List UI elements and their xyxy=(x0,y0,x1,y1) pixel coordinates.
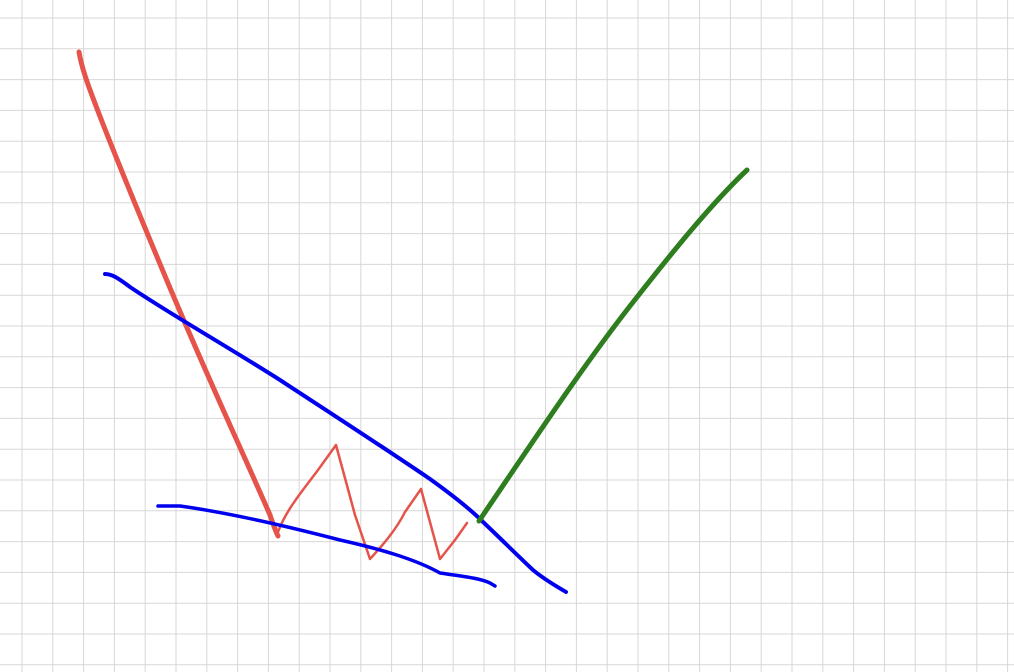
green-breakout-stroke[interactable] xyxy=(476,167,750,524)
blue-lower-trendline[interactable] xyxy=(156,504,497,588)
red-zigzag-stroke[interactable] xyxy=(276,443,469,561)
blue-upper-trendline[interactable] xyxy=(103,272,568,594)
red-downtrend-stroke[interactable] xyxy=(76,49,281,539)
